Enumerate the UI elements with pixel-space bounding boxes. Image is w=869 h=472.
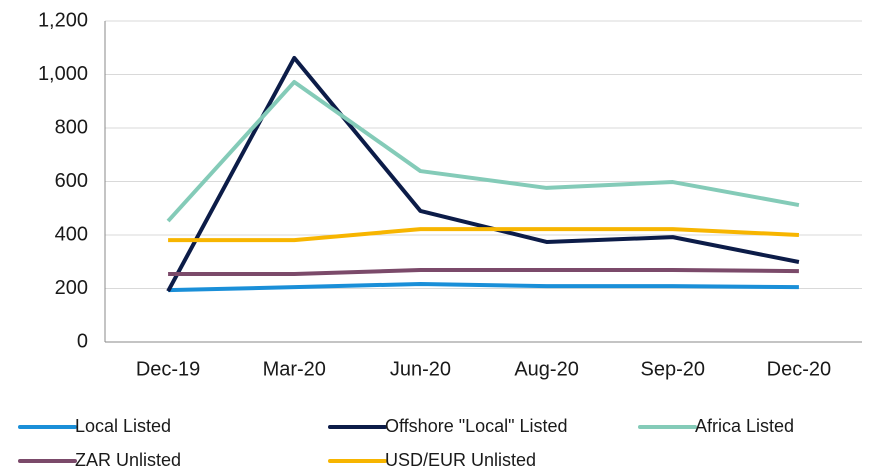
y-tick-label: 800 xyxy=(55,116,88,138)
y-tick-label: 1,200 xyxy=(38,9,88,31)
legend-label: ZAR Unlisted xyxy=(75,450,181,470)
series-line xyxy=(166,55,800,293)
x-tick-label: Dec-20 xyxy=(767,358,831,380)
legend-label: Africa Listed xyxy=(695,416,794,436)
series-line xyxy=(166,79,800,223)
legend: Local Listed Offshore "Local" Listed Afric… xyxy=(18,416,794,470)
legend-label: Offshore "Local" Listed xyxy=(385,416,568,436)
x-tick-label: Mar-20 xyxy=(263,358,326,380)
y-tick-label: 600 xyxy=(55,170,88,192)
x-tick-label: Aug-20 xyxy=(514,358,579,380)
series-line xyxy=(168,268,799,277)
legend-label: USD/EUR Unlisted xyxy=(385,450,536,470)
y-tick-label: 1,000 xyxy=(38,63,88,85)
series-line xyxy=(168,227,800,243)
y-tick-label: 400 xyxy=(55,223,88,245)
series-line xyxy=(168,281,799,293)
x-tick-label: Dec-19 xyxy=(136,358,200,380)
y-tick-label: 0 xyxy=(77,330,88,352)
x-tick-label: Sep-20 xyxy=(641,358,706,380)
x-tick-label: Jun-20 xyxy=(390,358,451,380)
y-tick-label: 200 xyxy=(55,277,88,299)
legend-label: Local Listed xyxy=(75,416,171,436)
